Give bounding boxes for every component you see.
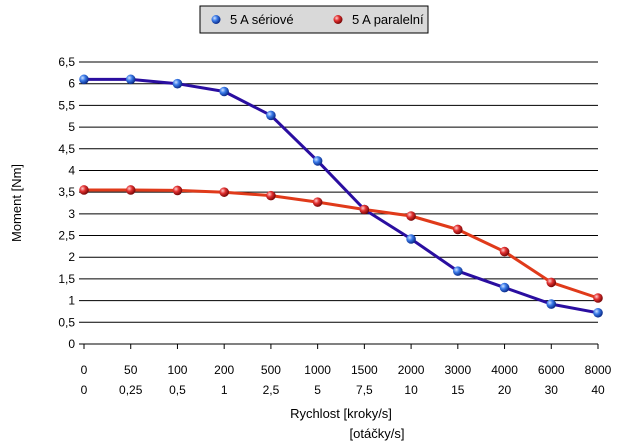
x-tick-label-secondary: 1 [221, 383, 228, 397]
y-axis-label: Moment [Nm] [9, 164, 24, 242]
y-tick-label: 0,5 [58, 315, 75, 329]
x-tick-label-secondary: 0 [81, 383, 88, 397]
y-tick-label: 2,5 [58, 229, 75, 243]
data-point-series-1 [453, 266, 463, 276]
y-tick-label: 5 [68, 120, 75, 134]
data-point-series-2 [499, 246, 510, 257]
data-point-series-2 [593, 293, 603, 303]
data-point-series-1 [593, 307, 603, 318]
y-tick-label: 1,5 [58, 272, 75, 286]
legend-marker-2 [333, 15, 343, 24]
x-tick-label-secondary: 15 [451, 383, 465, 397]
data-point-series-2 [546, 277, 557, 288]
y-tick-label: 3 [68, 207, 75, 221]
data-point-series-1 [172, 78, 183, 89]
legend-box [199, 5, 429, 34]
y-tick-label: 1 [68, 294, 75, 308]
x-tick-label-secondary: 5 [314, 383, 321, 397]
x-axis-label-secondary: [otáčky/s] [350, 426, 405, 441]
data-point-series-2 [172, 185, 183, 196]
x-tick-label: 4000 [491, 363, 518, 377]
x-tick-label-secondary: 10 [404, 383, 418, 397]
series-line-1 [84, 77, 599, 315]
legend-label-1: 5 A sériové [230, 12, 294, 27]
x-tick-label-secondary: 7,5 [356, 383, 373, 397]
x-tick-label-secondary: 0,5 [169, 383, 186, 397]
x-tick-label: 50 [124, 363, 138, 377]
x-tick-label: 500 [261, 363, 281, 377]
x-axis-label: Rychlost [kroky/s] [290, 406, 392, 421]
data-point-series-1 [312, 156, 323, 166]
data-point-series-1 [125, 74, 136, 85]
x-tick-label-secondary: 2,5 [263, 383, 280, 397]
x-tick-labels: 0 50 100 200 500 1000 1500 2000 3000 4000 6000 8000 [81, 363, 612, 377]
series-group [79, 74, 603, 318]
data-point-series-2 [453, 224, 463, 235]
data-point-series-1 [219, 86, 229, 97]
y-tick-label: 4,5 [58, 142, 75, 156]
y-tick-label: 0 [68, 337, 75, 351]
data-point-series-1 [266, 110, 276, 121]
data-point-series-2 [359, 204, 370, 215]
data-point-series-2 [406, 211, 416, 221]
x-tick-label: 200 [214, 363, 234, 377]
y-tick-label: 2 [68, 250, 75, 264]
data-point-series-1 [406, 234, 416, 244]
x-tick-label: 0 [81, 363, 88, 377]
x-tick-label-secondary: 20 [498, 383, 512, 397]
x-tick-label-secondary: 30 [545, 383, 559, 397]
y-tick-label: 5,5 [58, 98, 75, 112]
y-tick-label: 3,5 [58, 185, 75, 199]
x-tick-label-secondary: 40 [591, 383, 605, 397]
legend: 5 A sériové 5 A paralelní [199, 5, 429, 34]
legend-marker-1 [211, 15, 221, 24]
data-point-series-2 [125, 185, 136, 195]
data-point-series-1 [499, 282, 510, 293]
x-tick-labels-secondary: 0 0,25 0,5 1 2,5 5 7,5 10 15 20 30 40 [81, 383, 605, 397]
series-line-2 [84, 188, 599, 300]
x-tick-label: 3000 [444, 363, 471, 377]
data-point-series-2 [312, 197, 323, 207]
data-point-series-1 [79, 74, 89, 85]
x-tick-label: 2000 [398, 363, 425, 377]
y-tick-labels: 0 0,5 1 1,5 2 2,5 3 3,5 4 4,5 5 5,5 6 6,5 [58, 55, 75, 351]
legend-label-2: 5 A paralelní [352, 12, 424, 27]
x-tick-label-secondary: 0,25 [119, 383, 143, 397]
x-tick-label: 8000 [585, 363, 612, 377]
y-tick-label: 6,5 [58, 55, 75, 69]
data-point-series-2 [266, 190, 276, 201]
data-point-series-1 [546, 299, 557, 309]
x-tick-label: 6000 [538, 363, 565, 377]
y-tick-label: 6 [68, 77, 75, 91]
x-tick-label: 1500 [351, 363, 378, 377]
y-tick-label: 4 [68, 163, 75, 177]
x-tick-label: 100 [167, 363, 187, 377]
x-tick-label: 1000 [304, 363, 331, 377]
data-point-series-2 [79, 185, 89, 195]
data-point-series-2 [219, 187, 229, 197]
